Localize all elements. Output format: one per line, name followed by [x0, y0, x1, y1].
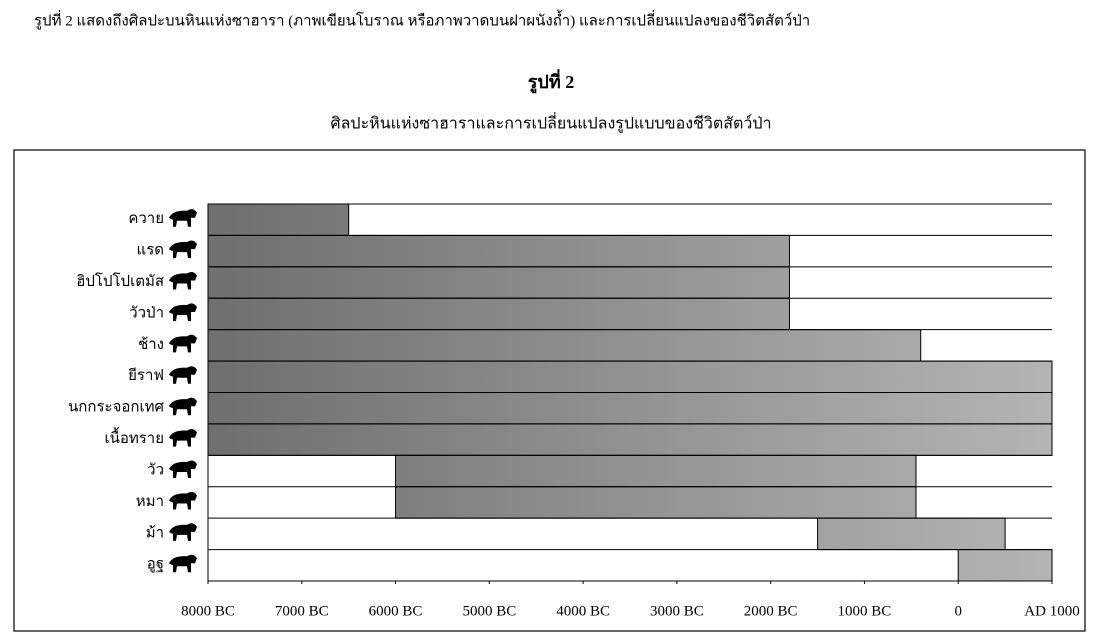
category-label: นกกระจอกเทศ: [68, 400, 164, 416]
bar: [207, 423, 1053, 456]
x-tick-label: 6000 BC: [369, 603, 423, 619]
animal-icon: [169, 429, 197, 447]
x-tick-label: 2000 BC: [744, 603, 798, 619]
animal-icon: [169, 334, 197, 353]
bar: [395, 486, 917, 519]
chart-subtitle: ศิลปะหินแห่งซาฮาราและการเปลี่ยนแปลงรูปแบ…: [330, 112, 771, 134]
category-label: วัว: [147, 462, 164, 478]
x-tick-label: 4000 BC: [556, 603, 610, 619]
bar: [207, 392, 1053, 425]
caption: รูปที่ 2 แสดงถึงศิลปะบนหินแห่งซาฮารา (ภา…: [34, 9, 810, 29]
x-tick-label: 1000 BC: [838, 603, 892, 619]
frame: [13, 149, 1086, 632]
category-label: ควาย: [128, 211, 164, 227]
animal-icon: [169, 460, 197, 479]
animal-icon: [169, 303, 197, 321]
animal-icon: [169, 366, 197, 384]
category-label: เนื้อทราย: [104, 427, 164, 447]
animal-icon: [169, 209, 197, 227]
bar: [207, 203, 350, 236]
x-tick-label: 5000 BC: [462, 603, 516, 619]
category-label: หมา: [136, 494, 164, 510]
bar: [207, 234, 790, 268]
category-label: อูฐ: [147, 557, 164, 573]
bar: [207, 360, 1053, 394]
bar: [957, 549, 1053, 582]
bar: [395, 454, 917, 488]
animal-icon: [169, 271, 197, 290]
x-tick-label: 7000 BC: [275, 603, 329, 619]
category-label: วัวป่า: [129, 305, 164, 321]
category-label: ฮิปโปโปเตมัส: [76, 272, 164, 290]
bar: [207, 329, 922, 362]
category-label: ม้า: [146, 524, 164, 541]
animal-icon: [169, 554, 197, 573]
x-tick-label: 8000 BC: [181, 603, 235, 619]
category-label: ยีราฟ: [128, 367, 164, 384]
animal-icon: [169, 397, 197, 416]
animal-icon: [169, 491, 197, 510]
x-tick-label: AD 1000: [1024, 603, 1079, 619]
x-tick-label: 3000 BC: [650, 603, 704, 619]
animal-icon: [169, 523, 197, 541]
category-label: แรด: [137, 243, 164, 259]
category-label: ช้าง: [138, 336, 164, 353]
bar: [817, 517, 1006, 551]
animal-icon: [169, 240, 197, 259]
x-tick-label: 0: [954, 603, 962, 619]
bar: [207, 297, 790, 331]
chart-title: รูปที่ 2: [528, 69, 574, 94]
bar: [207, 266, 790, 299]
